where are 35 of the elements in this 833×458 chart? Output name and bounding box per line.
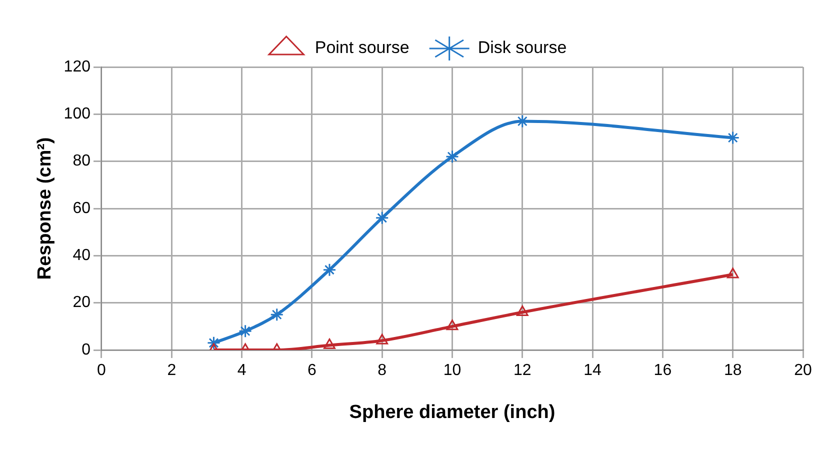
point (206, 336, 220, 350)
y-tick-label: 80 (72, 152, 91, 170)
y-tick-label: 0 (82, 341, 91, 358)
point (322, 263, 336, 277)
point (446, 320, 458, 330)
y-axis-title: Response (cm²) (34, 137, 56, 280)
y-tick-label: 40 (72, 247, 91, 264)
y-tick-label: 100 (64, 106, 91, 123)
x-tick-label: 2 (167, 362, 176, 380)
point (270, 308, 284, 322)
point (324, 338, 336, 350)
x-tick-label: 6 (307, 362, 316, 380)
x-tick-label: 14 (584, 362, 602, 380)
y-tick-label: 120 (64, 58, 91, 76)
y-tick-label: 60 (72, 200, 91, 217)
x-tick-label: 16 (654, 362, 672, 380)
x-tick-label: 20 (794, 362, 812, 380)
point (375, 211, 389, 225)
point (238, 324, 252, 338)
x-tick-label: 18 (724, 362, 742, 380)
x-tick-label: 0 (97, 362, 106, 380)
point (516, 306, 528, 316)
x-tick-label: 8 (378, 362, 387, 380)
point (446, 150, 459, 164)
point (726, 268, 739, 278)
legend-label: Disk sourse (478, 38, 567, 58)
y-tick-label: 20 (72, 294, 91, 312)
x-axis-title: Sphere diameter (inch) (349, 402, 556, 423)
legend-label: Point sourse (314, 38, 410, 58)
x-tick-label: 4 (237, 362, 246, 380)
x-tick-label: 10 (443, 362, 462, 380)
point (516, 114, 530, 128)
point (376, 334, 388, 344)
point (726, 131, 740, 144)
x-tick-label: 12 (514, 362, 532, 380)
